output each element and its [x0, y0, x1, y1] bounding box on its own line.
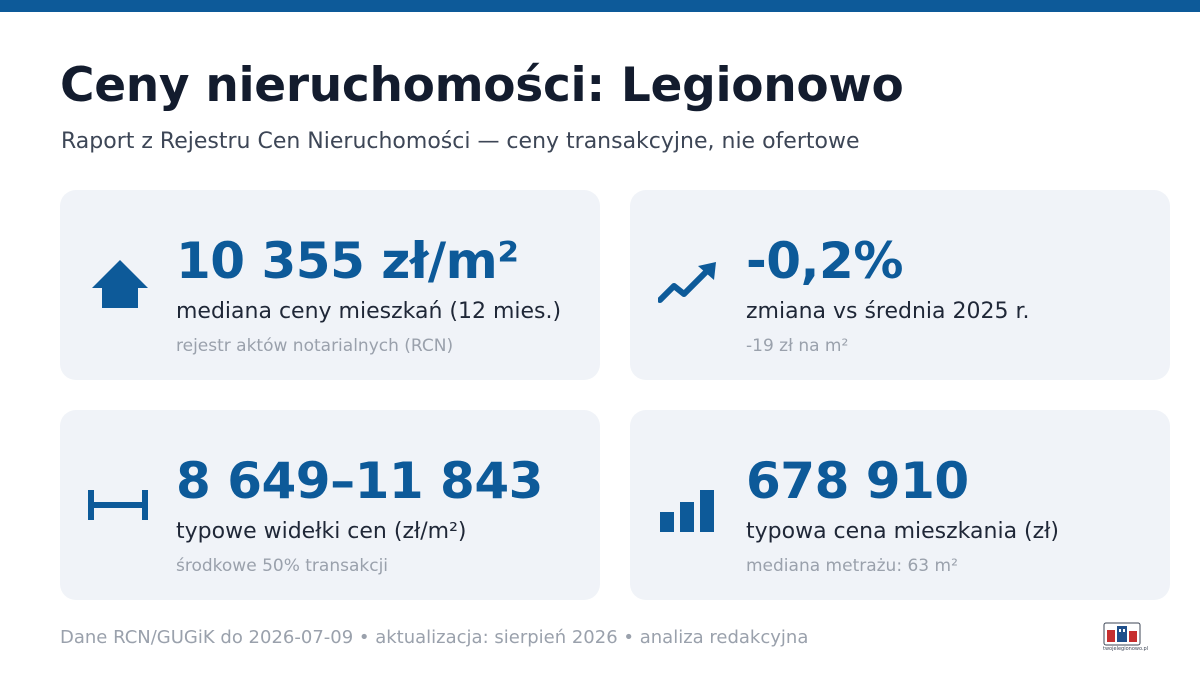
top-accent-bar: [0, 0, 1200, 12]
publisher-logo-icon: [1103, 622, 1141, 646]
stat-label: typowa cena mieszkania (zł): [746, 519, 1060, 544]
house-icon: [88, 252, 152, 316]
stat-value: -0,2%: [746, 232, 903, 290]
publisher-logo-text: twojelegionowo.pl: [1103, 646, 1149, 652]
stat-value: 8 649–11 843: [176, 452, 543, 510]
stat-label: typowe widełki cen (zł/m²): [176, 519, 467, 544]
stat-value: 10 355 zł/m²: [176, 232, 519, 290]
trend-up-icon: [658, 252, 722, 316]
publisher-logo[interactable]: twojelegionowo.pl: [1103, 622, 1149, 652]
page-title: Ceny nieruchomości: Legionowo: [60, 58, 904, 113]
range-icon: [88, 472, 152, 536]
stat-note: mediana metrażu: 63 m²: [746, 556, 958, 576]
stat-note: -19 zł na m²: [746, 336, 849, 356]
stat-label: mediana ceny mieszkań (12 mies.): [176, 299, 562, 324]
stat-note: rejestr aktów notarialnych (RCN): [176, 336, 454, 356]
stat-note: środkowe 50% transakcji: [176, 556, 389, 576]
stat-label: zmiana vs średnia 2025 r.: [746, 299, 1030, 324]
stat-card-median-price: 10 355 zł/m² mediana ceny mieszkań (12 m…: [60, 190, 600, 380]
page-subtitle: Raport z Rejestru Cen Nieruchomości — ce…: [61, 129, 860, 154]
bar-chart-icon: [658, 472, 722, 536]
stat-card-typical-price: 678 910 typowa cena mieszkania (zł) medi…: [630, 410, 1170, 600]
source-footer: Dane RCN/GUGiK do 2026-07-09 • aktualiza…: [60, 627, 809, 648]
stat-card-price-range: 8 649–11 843 typowe widełki cen (zł/m²) …: [60, 410, 600, 600]
stat-value: 678 910: [746, 452, 969, 510]
stat-card-change: -0,2% zmiana vs średnia 2025 r. -19 zł n…: [630, 190, 1170, 380]
